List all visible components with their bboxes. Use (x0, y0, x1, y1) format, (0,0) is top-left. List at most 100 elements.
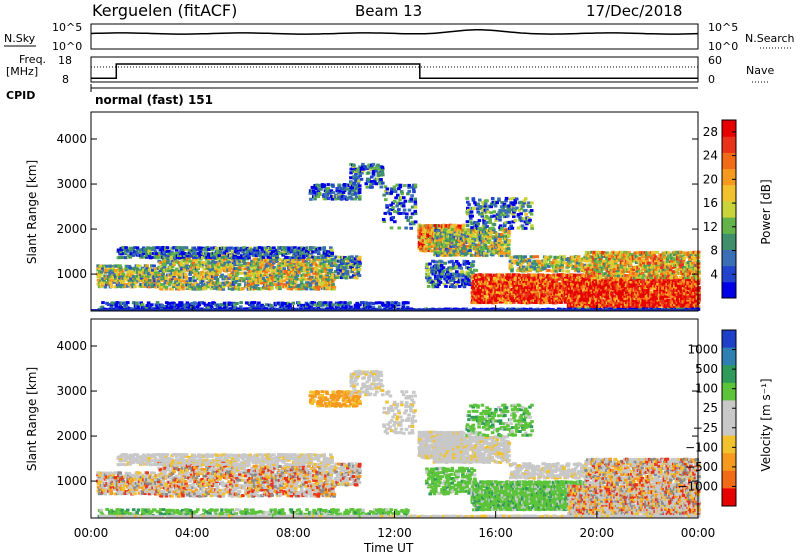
power-cell (188, 285, 192, 288)
power-cell (168, 265, 173, 269)
power-cell (213, 265, 218, 269)
power-cell (144, 283, 148, 287)
power-cell (280, 264, 285, 268)
power-cell (343, 301, 347, 305)
power-cell (330, 248, 334, 252)
power-cell (177, 277, 182, 281)
power-cell (235, 273, 239, 277)
power-cell (223, 282, 227, 286)
power-cell (315, 273, 319, 277)
power-cell (161, 263, 166, 266)
power-cell (131, 283, 136, 287)
power-cell (322, 281, 326, 285)
power-cell (278, 287, 282, 291)
power-cell (324, 267, 328, 271)
power-cell (257, 301, 261, 305)
power-cell (345, 259, 350, 263)
power-cell (250, 259, 254, 263)
power-cell (191, 275, 196, 279)
power-cell (358, 195, 362, 199)
power-cell (351, 263, 356, 267)
power-cell (212, 285, 217, 289)
power-cell (199, 277, 203, 281)
power-cell (267, 287, 272, 291)
power-cell (172, 283, 176, 287)
power-cell (209, 269, 213, 273)
power-cell (270, 271, 275, 275)
power-cell (322, 246, 326, 250)
power-cell (165, 246, 170, 250)
power-cell (304, 263, 309, 267)
power-cell (236, 271, 240, 275)
power-cell (200, 270, 204, 274)
power-cell (113, 285, 118, 289)
power-cell (188, 259, 192, 263)
power-cell (276, 279, 281, 283)
power-cell (209, 267, 213, 271)
power-cell (332, 285, 337, 289)
power-cell (256, 267, 260, 271)
power-cell (319, 277, 323, 281)
power-cell (326, 183, 331, 187)
power-cell (118, 264, 122, 268)
power-cell (195, 265, 200, 269)
power-cell (300, 269, 305, 273)
power-cell (437, 241, 441, 245)
power-cell (181, 285, 185, 289)
power-cell (366, 171, 371, 175)
power-cell (339, 264, 344, 267)
power-cell (313, 269, 317, 273)
power-cell (236, 257, 240, 261)
power-cell (173, 281, 178, 285)
power-cell (325, 271, 329, 275)
power-cell (239, 277, 243, 280)
power-cell (147, 285, 152, 289)
power-cell (383, 211, 388, 215)
power-cell (255, 263, 260, 267)
power-cell (273, 259, 277, 263)
power-cell (275, 260, 279, 263)
power-cell (172, 263, 176, 267)
power-cell (297, 287, 301, 291)
power-cell (326, 267, 331, 271)
power-cell (214, 267, 218, 271)
power-cell (357, 267, 362, 271)
power-cell (218, 256, 222, 260)
power-cell (283, 259, 288, 263)
power-cell (263, 273, 267, 277)
power-cell (279, 277, 283, 281)
power-cell (309, 197, 313, 201)
power-cell (264, 259, 268, 263)
power-cell (312, 260, 316, 263)
power-cell (279, 281, 283, 285)
power-cell (340, 257, 344, 261)
power-cell (213, 269, 218, 273)
power-cell (128, 250, 133, 254)
power-cell (580, 262, 584, 266)
power-cell (192, 246, 196, 250)
power-cell (340, 276, 344, 280)
power-cell (374, 301, 379, 305)
power-cell (170, 265, 175, 268)
power-cell (156, 283, 161, 287)
power-cell (322, 260, 327, 264)
power-cell (230, 271, 234, 275)
power-cell (474, 268, 479, 272)
power-cell (371, 162, 376, 166)
power-cell (147, 254, 152, 257)
power-cell (274, 271, 279, 275)
power-cell (412, 190, 416, 194)
power-cell (152, 248, 156, 251)
power-cell (146, 281, 151, 284)
power-cell (193, 285, 197, 289)
power-cell (345, 272, 350, 276)
power-cell (209, 287, 214, 291)
power-cell (295, 261, 299, 265)
power-cell (243, 273, 248, 277)
power-cell (220, 285, 224, 288)
power-cell (274, 273, 279, 277)
nave-label: Nave (746, 64, 774, 77)
power-cell (206, 259, 211, 263)
power-cell (180, 250, 185, 254)
